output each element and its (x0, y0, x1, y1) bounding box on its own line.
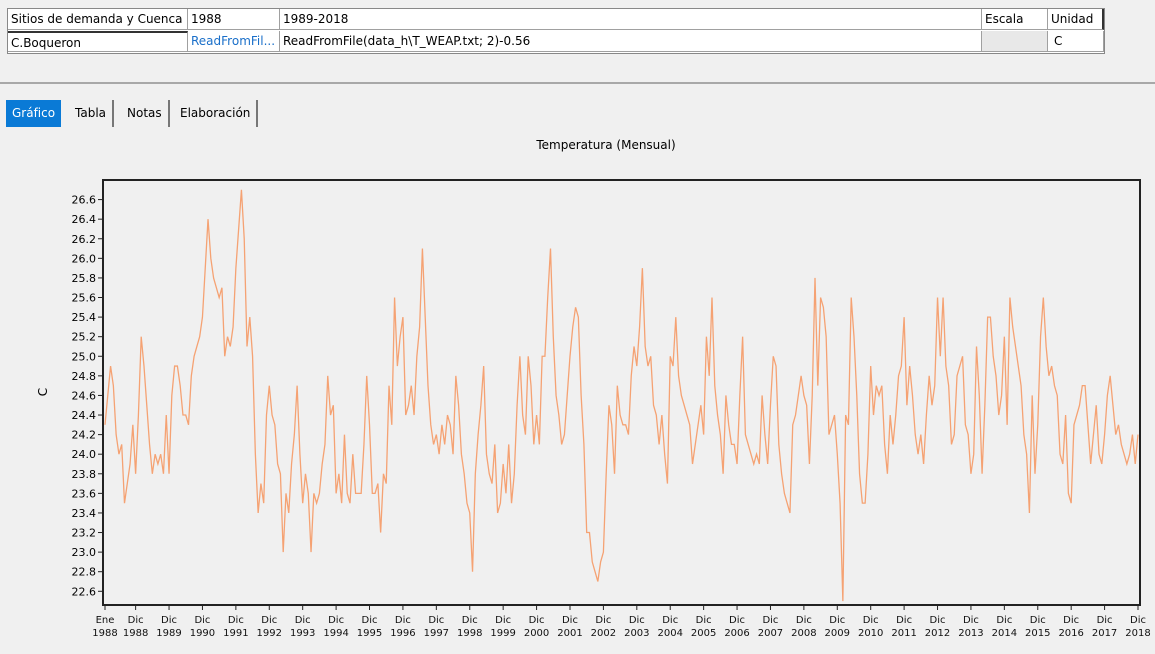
x-tick-label: Dic 2016 (1058, 615, 1084, 639)
y-tick-label: 26.0 (72, 252, 97, 265)
y-axis-label: C (36, 388, 50, 396)
x-tick-label: Dic 1992 (256, 615, 282, 639)
x-tick-label: Dic 2002 (590, 615, 617, 639)
x-tick-label: Dic 2017 (1091, 615, 1118, 639)
y-tick-label: 23.6 (72, 487, 97, 500)
y-tick-label: 26.2 (72, 233, 97, 246)
y-tick-label: 23.4 (72, 507, 97, 520)
header-cell: Escala (982, 9, 1048, 30)
x-tick-label: Dic 2001 (557, 615, 583, 639)
x-tick-label: Dic 2004 (657, 615, 683, 639)
x-tick-label: Dic 2003 (624, 615, 650, 639)
chart: Temperatura (Mensual) C 22.6 22.8 23.0 23.2… (0, 128, 1155, 654)
x-tick-label: Dic 1997 (423, 615, 450, 639)
y-tick-label: 24.0 (72, 448, 97, 461)
x-tick-label: Dic 2010 (857, 615, 884, 639)
tab[interactable]: Elaboración (174, 100, 259, 127)
y-tick-label: 25.2 (72, 331, 97, 344)
x-tick-label: Dic 2015 (1025, 615, 1051, 639)
x-tick-label: Dic 1995 (356, 615, 383, 639)
header-cell[interactable]: 1988 (188, 9, 280, 30)
x-tick-label: Dic 2011 (891, 615, 917, 639)
y-tick-label: 26.6 (72, 194, 97, 207)
y-tick-label: 25.0 (72, 350, 97, 363)
y-tick-label: 24.6 (72, 389, 97, 402)
x-tick-label: Dic 2014 (991, 615, 1018, 639)
header-cell: Unidad (1048, 9, 1104, 30)
x-tick-label: Dic 1993 (289, 615, 316, 639)
x-tick-label: Dic 2013 (958, 615, 984, 639)
x-tick-label: Dic 2006 (724, 615, 750, 639)
expression-cell[interactable]: ReadFromFile(data_h\T_WEAP.txt; 2)-0.56 (280, 31, 982, 52)
y-tick-label: 24.8 (72, 370, 97, 383)
y-tick-label: 23.0 (72, 546, 97, 559)
y-tick-label: 26.4 (72, 213, 97, 226)
y-tick-label: 25.4 (72, 311, 97, 324)
link-cell[interactable]: ReadFromFil... (188, 31, 280, 52)
branch-cell[interactable]: C.Boqueron (8, 31, 188, 52)
y-tick-label: 25.6 (72, 292, 97, 305)
x-tick-label: Dic 1988 (122, 615, 149, 639)
y-tick-label: 24.2 (72, 429, 97, 442)
x-tick-label: Dic 2008 (791, 615, 817, 639)
tab[interactable]: Notas (121, 100, 170, 127)
tab[interactable]: Tabla (69, 100, 115, 127)
x-tick-label: Dic 2012 (924, 615, 951, 639)
expression-panel: Sitios de demanda y Cuenca 1988 1989-201… (0, 0, 1155, 84)
chart-background (0, 128, 1155, 654)
y-tick-label: 22.8 (72, 566, 97, 579)
unit-cell[interactable]: C (1048, 31, 1104, 52)
x-tick-label: Dic 1990 (189, 615, 216, 639)
header-cell[interactable]: 1989-2018 (280, 9, 982, 30)
y-tick-label: 25.8 (72, 272, 97, 285)
scale-cell (982, 31, 1048, 52)
header-cell: Sitios de demanda y Cuenca (8, 9, 188, 30)
x-tick-label: Dic 2000 (523, 615, 550, 639)
x-tick-label: Dic 1991 (223, 615, 249, 639)
temperature-line (104, 189, 1139, 602)
x-tick-label: Dic 2007 (757, 615, 784, 639)
x-tick-label: Dic 1989 (156, 615, 182, 639)
x-tick-label: Dic 2009 (824, 615, 850, 639)
x-tick-label: Dic 1994 (323, 615, 349, 639)
y-tick-label: 23.8 (72, 468, 97, 481)
x-tick-label: Ene 1988 (92, 615, 118, 639)
x-tick-label: Dic 2018 (1125, 615, 1151, 639)
x-tick-label: Dic 1996 (390, 615, 416, 639)
chart-title: Temperatura (Mensual) (535, 138, 675, 152)
y-tick-label: 22.6 (72, 585, 97, 598)
y-tick-label: 23.2 (72, 527, 97, 540)
x-tick-label: Dic 1998 (457, 615, 483, 639)
x-tick-label: Dic 1999 (490, 615, 516, 639)
y-tick-label: 24.4 (72, 409, 97, 422)
plot-frame (102, 179, 1141, 606)
tab-active[interactable]: Gráfico (6, 100, 62, 127)
x-tick-label: Dic 2005 (690, 615, 717, 639)
